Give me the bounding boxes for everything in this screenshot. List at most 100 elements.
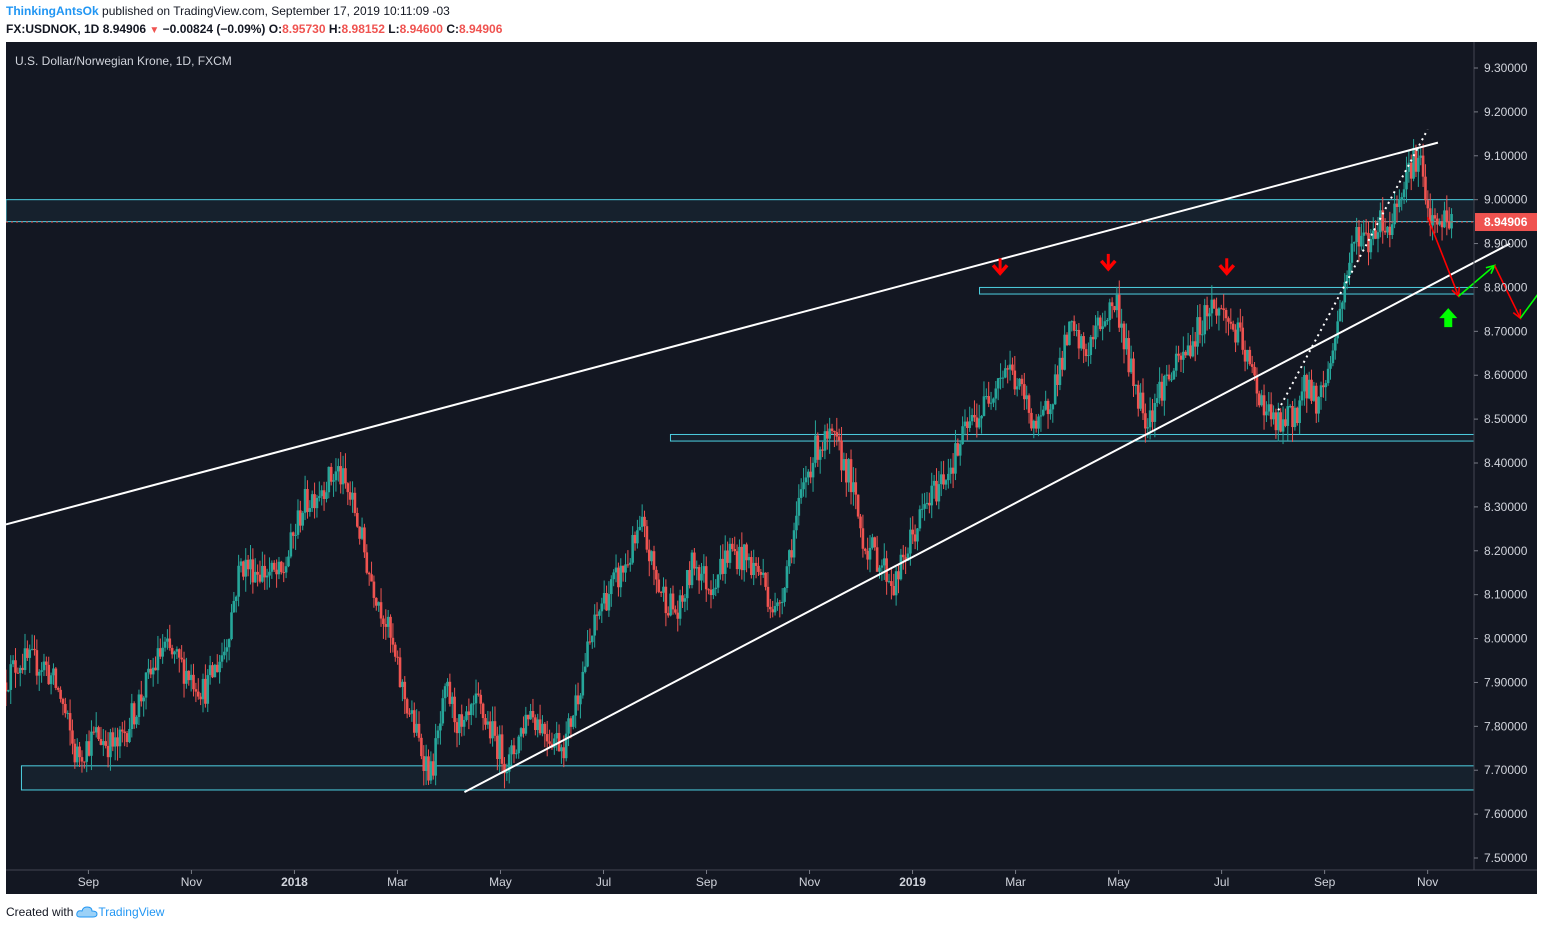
candle-body — [1106, 320, 1109, 322]
candle-body — [669, 593, 672, 616]
candle-body — [374, 597, 378, 606]
y-tick-label: 8.30000 — [1484, 500, 1528, 514]
candle-body — [1445, 210, 1449, 222]
candle-body — [1231, 323, 1235, 330]
candle-body — [389, 616, 392, 638]
candle-body — [1004, 368, 1007, 378]
candle-body — [761, 572, 765, 575]
candle-body — [1153, 402, 1157, 422]
candle-body — [505, 771, 509, 774]
candle-body — [270, 562, 274, 572]
candle-body — [937, 484, 941, 502]
candle-body — [206, 675, 210, 704]
candle-body — [925, 502, 929, 505]
candle-body — [1324, 383, 1328, 388]
price-chart[interactable]: U.S. Dollar/Norwegian Krone, 1D, FXCM 7.… — [4, 42, 1543, 894]
chart-panel[interactable]: U.S. Dollar/Norwegian Krone, 1D, FXCM 7.… — [4, 42, 1543, 894]
candle-body — [263, 565, 267, 578]
candle-body — [977, 418, 981, 428]
candle-body — [144, 672, 148, 698]
candle-body — [657, 579, 661, 592]
candle-body — [785, 566, 789, 588]
candle-body — [26, 648, 29, 658]
candle-body — [59, 689, 62, 699]
high-value: 8.98152 — [341, 22, 385, 36]
candle-body — [1030, 412, 1033, 429]
candle-body — [1291, 406, 1294, 428]
candle-body — [1326, 368, 1330, 384]
candle-body — [1388, 226, 1392, 236]
candle-body — [469, 704, 473, 716]
candle-body — [609, 579, 613, 595]
candle-body — [450, 696, 454, 704]
candle-body — [1182, 351, 1185, 360]
tradingview-link[interactable]: TradingView — [76, 905, 164, 919]
candle-body — [54, 668, 58, 688]
candle-body — [237, 565, 240, 597]
candle-body — [218, 661, 221, 673]
candle-body — [1037, 416, 1040, 429]
candle-body — [961, 426, 964, 445]
candle-body — [201, 678, 205, 700]
candle-body — [685, 570, 689, 599]
candle-body — [1250, 364, 1254, 367]
candle-body — [242, 561, 245, 577]
author-link[interactable]: ThinkingAntsOk — [6, 4, 99, 18]
candle-body — [109, 732, 112, 758]
candle-body — [1117, 294, 1121, 328]
candle-body — [894, 571, 898, 596]
resistance-arrow-icon — [991, 258, 1009, 276]
candle-body — [740, 546, 744, 571]
candle-body — [1201, 334, 1204, 336]
candle-body — [982, 396, 986, 416]
candle-body — [1053, 374, 1057, 405]
candle-body — [1355, 226, 1358, 242]
candle-body — [83, 761, 86, 763]
candle-body — [104, 741, 107, 746]
x-tick-label: Mar — [1005, 875, 1026, 889]
candle-body — [301, 512, 305, 526]
candle-body — [524, 714, 528, 734]
candle-body — [951, 467, 955, 474]
candle-body — [1438, 221, 1442, 225]
candle-body — [66, 713, 70, 715]
candle-body — [1056, 374, 1059, 386]
candle-body — [847, 459, 850, 483]
zone-rect — [20, 765, 1475, 791]
candle-body — [1075, 329, 1078, 331]
candle-body — [531, 711, 535, 718]
candle-body — [930, 485, 934, 506]
candle-body — [1087, 354, 1090, 357]
candle-body — [1210, 299, 1214, 314]
candle-body — [954, 443, 957, 474]
candle-body — [256, 571, 259, 575]
candle-body — [1303, 374, 1306, 392]
candles-layer — [4, 139, 1453, 789]
candle-body — [970, 414, 974, 422]
candle-body — [892, 586, 896, 596]
candle-body — [754, 562, 758, 566]
candle-body — [871, 537, 874, 548]
candle-body — [1034, 420, 1038, 429]
candle-body — [602, 593, 606, 604]
candle-body — [7, 689, 10, 692]
candle-body — [422, 756, 426, 771]
candle-body — [420, 737, 423, 757]
candle-body — [681, 595, 684, 602]
candle-body — [1167, 374, 1171, 380]
candle-body — [33, 648, 36, 651]
candle-body — [906, 553, 910, 561]
candle-body — [647, 549, 651, 562]
candle-body — [294, 534, 297, 536]
candle-body — [1364, 232, 1368, 234]
candle-body — [875, 547, 879, 572]
candle-body — [1433, 215, 1437, 219]
candle-body — [773, 606, 777, 613]
candle-body — [510, 745, 513, 755]
candle-body — [1428, 208, 1432, 226]
y-tick-label: 8.70000 — [1484, 324, 1528, 338]
change-value: −0.00824 (−0.09%) — [162, 22, 266, 36]
trendlines-layer — [5, 128, 1511, 794]
candle-body — [275, 569, 278, 575]
candle-body — [1341, 302, 1344, 309]
